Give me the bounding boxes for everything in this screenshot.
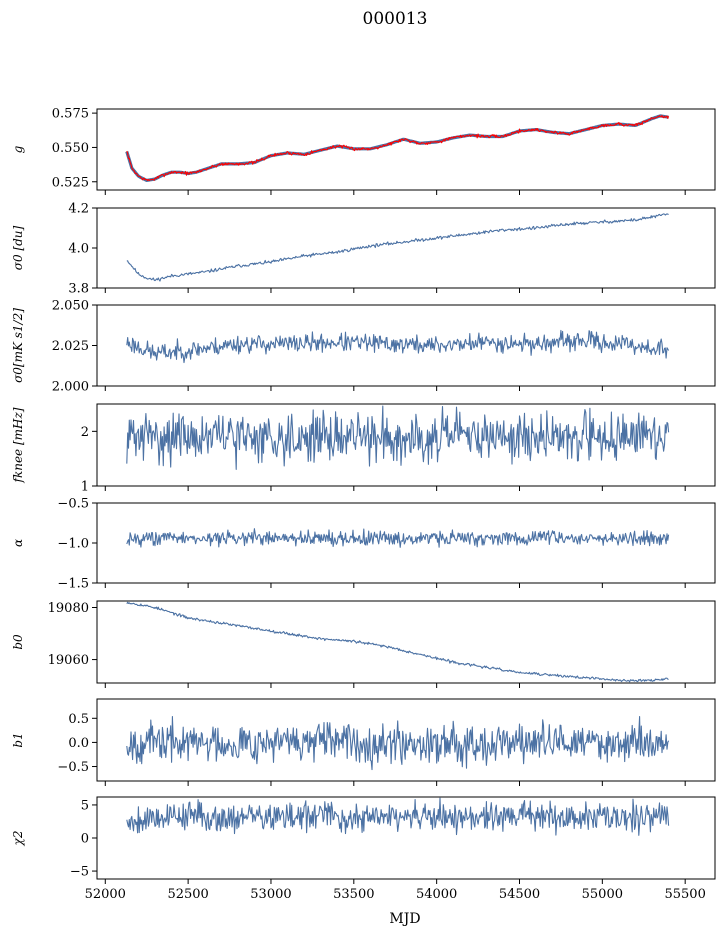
figure-title: 000013 — [363, 9, 428, 29]
x-tick-label: 52500 — [167, 887, 208, 902]
panel-7: −0.5 0.0 0.5 b1 — [11, 698, 716, 786]
panel-8: −5 0 5 52000 52500 53000 53500 54000 54500 55000 5… — [11, 796, 716, 902]
panel-5-series-1 — [126, 528, 670, 548]
panel-7-ylabel: b1 — [11, 732, 25, 747]
panel-5-ytick-label: −0.5 — [57, 497, 89, 512]
panel-1-series-1 — [125, 114, 670, 182]
panel-6-frame — [96, 600, 716, 684]
panel-1: 0.525 0.550 0.575 g — [11, 107, 716, 195]
panel-8-ylabel: χ2 — [11, 831, 25, 847]
panel-8-ytick-label: 0 — [81, 832, 89, 847]
panel-6-ylabel: b0 — [11, 634, 25, 650]
panel-3-ytick-label: 2.025 — [52, 339, 89, 354]
panel-4-frame — [96, 403, 716, 487]
panel-8-series-1 — [126, 797, 670, 836]
panel-2-series-1 — [126, 213, 669, 282]
panel-1-series-2 — [126, 115, 670, 182]
panel-7-ytick-label: 0.5 — [68, 712, 89, 727]
panel-6-series-1 — [126, 601, 669, 683]
panel-5: −1.5 −1.0 −0.5 α — [11, 497, 716, 592]
panel-7-ytick-label: −0.5 — [57, 760, 89, 775]
panel-8-ytick-label: 5 — [81, 798, 89, 813]
panel-5-frame — [96, 502, 716, 584]
panel-4-series-1 — [126, 405, 670, 470]
panel-4-ytick-label: 2 — [81, 425, 89, 440]
panel-1-frame — [96, 108, 716, 191]
panel-3-frame — [96, 304, 716, 387]
x-tick-label: 55000 — [582, 887, 623, 902]
panel-5-ytick-label: −1.0 — [57, 537, 89, 552]
panel-3-ytick-label: 2.050 — [52, 299, 89, 314]
panel-1-ytick-label: 0.575 — [52, 107, 89, 122]
x-tick-label: 54000 — [416, 887, 457, 902]
panel-6-ytick-label: 19080 — [48, 601, 89, 616]
panel-2-ytick-label: 3.8 — [68, 282, 89, 297]
panel-1-ytick-label: 0.550 — [52, 141, 89, 156]
panel-2: 3.8 4.0 4.2 σ0 [du] — [11, 202, 716, 297]
panel-3-series-1 — [126, 329, 670, 364]
panel-2-ylabel: σ0 [du] — [11, 225, 25, 270]
x-tick-label: 54500 — [499, 887, 540, 902]
panel-7-ytick-label: 0.0 — [68, 736, 89, 751]
x-tick-label: 55500 — [664, 887, 705, 902]
panel-1-ylabel: g — [11, 145, 25, 153]
panel-5-ylabel: α — [11, 539, 25, 547]
panel-3: 2.000 2.025 2.050 σ0[mK s1/2] — [11, 299, 716, 395]
x-tick-label: 53000 — [250, 887, 291, 902]
panel-6-ytick-label: 19060 — [48, 653, 89, 668]
panel-1-ytick-label: 0.525 — [52, 175, 89, 190]
panel-3-ytick-label: 2.000 — [52, 380, 89, 395]
panel-2-ytick-label: 4.2 — [68, 202, 89, 217]
x-axis-label: MJD — [389, 911, 420, 927]
panel-4: 1 2 fknee [mHz] — [11, 403, 716, 495]
panel-7-series-1 — [126, 716, 670, 771]
x-tick-label: 53500 — [333, 887, 374, 902]
panel-6: 19060 19080 b0 — [11, 600, 716, 688]
panel-8-ytick-label: −5 — [70, 865, 89, 880]
panel-7-frame — [96, 698, 716, 782]
panel-5-ytick-label: −1.5 — [57, 577, 89, 592]
panel-4-ylabel: fknee [mHz] — [11, 407, 25, 483]
x-tick-label: 52000 — [85, 887, 126, 902]
panel-4-ytick-label: 1 — [81, 480, 89, 495]
panel-2-ytick-label: 4.0 — [68, 242, 89, 257]
panel-3-ylabel: σ0[mK s1/2] — [11, 308, 25, 383]
